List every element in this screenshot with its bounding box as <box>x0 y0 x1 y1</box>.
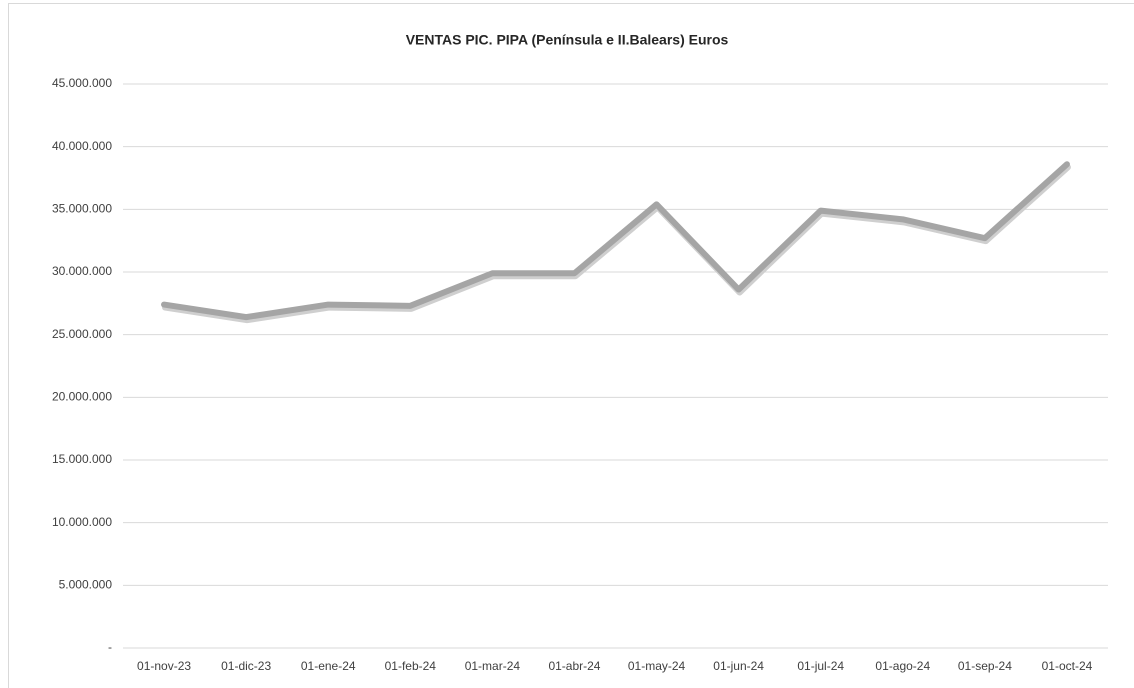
x-tick-label: 01-jun-24 <box>713 659 764 673</box>
x-tick-label: 01-feb-24 <box>385 659 437 673</box>
line-shadow <box>162 164 1071 324</box>
series-line <box>161 161 1070 321</box>
x-tick-label: 01-abr-24 <box>548 659 600 673</box>
y-tick-label: 30.000.000 <box>52 264 112 278</box>
x-tick-label: 01-dic-23 <box>221 659 271 673</box>
y-tick-label: - <box>108 640 112 654</box>
y-tick-label: 5.000.000 <box>59 578 113 592</box>
x-tick-label: 01-sep-24 <box>958 659 1012 673</box>
x-tick-label: 01-oct-24 <box>1042 659 1093 673</box>
chart-frame <box>8 3 1134 688</box>
y-tick-label: 15.000.000 <box>52 452 112 466</box>
chart-title: VENTAS PIC. PIPA (Península e II.Balears… <box>406 32 729 48</box>
x-tick-label: 01-mar-24 <box>465 659 521 673</box>
x-tick-label: 01-ago-24 <box>875 659 930 673</box>
x-tick-label: 01-may-24 <box>628 659 686 673</box>
x-tick-label: 01-nov-23 <box>137 659 191 673</box>
y-tick-label: 40.000.000 <box>52 139 112 153</box>
y-tick-label: 25.000.000 <box>52 327 112 341</box>
x-tick-label: 01-ene-24 <box>301 659 356 673</box>
y-tick-label: 35.000.000 <box>52 202 112 216</box>
y-tick-label: 10.000.000 <box>52 515 112 529</box>
y-tick-label: 45.000.000 <box>52 76 112 90</box>
x-tick-label: 01-jul-24 <box>797 659 844 673</box>
y-tick-label: 20.000.000 <box>52 390 112 404</box>
